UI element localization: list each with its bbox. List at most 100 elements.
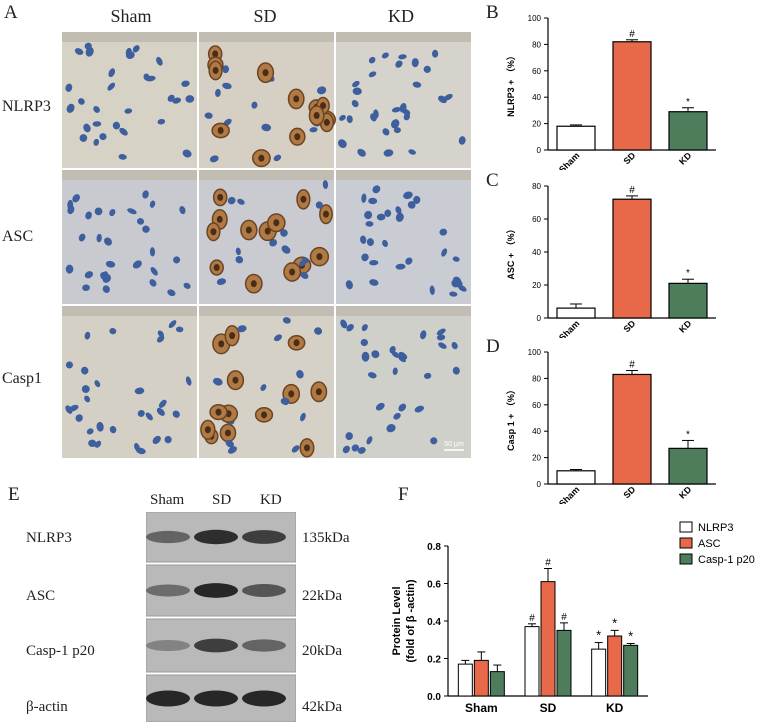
significance-marker: # [629,29,635,40]
stained-nucleus [289,268,296,276]
y-tick-label: 40 [532,93,541,102]
y-tick-label: 20 [532,281,541,290]
nucleus [225,439,234,448]
nucleus [118,154,127,160]
stained-nucleus [258,154,265,162]
nucleus [296,370,304,379]
blot-protein-nlrp3: NLRP3 [26,530,72,546]
nucleus [145,412,153,421]
nucleus [383,149,394,157]
nucleus [149,247,156,257]
nucleus [280,397,290,406]
blot-band [242,584,286,597]
legend-label: ASC [698,538,721,550]
x-tick-label: Sham [465,701,498,715]
blot-band [194,583,238,598]
micro-row-casp1: Casp1 [2,370,42,387]
stained-nucleus [216,215,223,223]
significance-marker: # [629,185,635,196]
nucleus [392,367,398,376]
nucleus [99,133,107,141]
stained-nucleus [322,210,329,218]
nucleus [352,87,362,96]
micrograph-surface [62,32,197,42]
micrograph-tissue [336,170,471,304]
nucleus [458,136,466,145]
nucleus [372,185,381,194]
nucleus [273,334,282,342]
bar-kd-2 [623,644,639,697]
nucleus [215,88,221,98]
nucleus [222,82,232,90]
nucleus [261,123,272,132]
nucleus [369,260,379,266]
bar-sd [612,198,652,319]
stained-nucleus [313,112,320,120]
blot-strip-2 [146,618,296,673]
stained-nucleus [323,118,330,126]
stained-nucleus [294,133,301,141]
nucleus [398,355,406,363]
nucleus [132,45,140,53]
nucleus [96,233,102,243]
nucleus [351,100,359,108]
x-tick-label: KD [677,484,694,501]
y-axis-label: ASC + （%） [506,224,516,279]
nucleus [134,387,145,395]
micrograph-tissue [336,306,471,458]
blot-lane-sd: SD [212,492,232,508]
bar-sham-1 [473,659,489,697]
micrograph-asc-sham [62,170,197,304]
nucleus [273,154,282,162]
bar-sham [556,470,596,485]
stained-nucleus [229,332,236,340]
y-tick-label: 80 [532,374,541,383]
nucleus [315,201,323,209]
micro-row-asc: ASC [2,228,34,245]
nucleus [185,376,192,386]
stained-nucleus [316,253,323,261]
blot-band [194,529,238,545]
stained-nucleus [210,228,217,236]
nucleus [227,446,238,454]
nucleus [102,285,110,293]
y-tick-label: 0.8 [427,542,441,553]
nucleus [168,320,177,329]
nucleus [173,256,181,264]
x-tick-label: Sham [557,484,581,504]
nucleus [346,324,354,332]
nucleus [157,118,166,125]
nucleus [361,351,370,362]
y-tick-label: 20 [532,120,541,129]
y-tick-label: 60 [532,67,541,76]
nucleus [235,247,241,256]
nucleus [167,94,175,102]
blot-band [242,690,286,707]
stained-nucleus [262,69,269,77]
nucleus [227,196,236,205]
micrograph-asc-kd [336,170,471,304]
nucleus [291,445,300,453]
nucleus [300,271,309,279]
nucleus [441,248,448,257]
nucleus [84,331,91,340]
nucleus [408,149,416,155]
significance-marker: * [686,268,690,279]
micrograph-surface [199,306,334,316]
micrograph-casp1-kd [336,306,471,458]
nucleus [156,56,163,66]
nucleus [376,213,386,221]
legend-label: NLRP3 [698,522,733,534]
bar-kd [668,447,708,485]
nucleus [398,403,407,412]
scale-bar-label: 50 μm [444,441,464,448]
chart-d-casp1: 0 20 40 60 80 100 Casp 1 + （%） Sham # SD * KD [506,348,716,504]
micrograph-tissue [336,32,471,168]
nucleus [84,271,94,279]
blot-band [146,690,190,707]
nucleus [381,52,389,59]
nucleus [438,95,447,104]
blot-size-asc: 22kDa [302,588,342,604]
nucleus [179,206,186,215]
